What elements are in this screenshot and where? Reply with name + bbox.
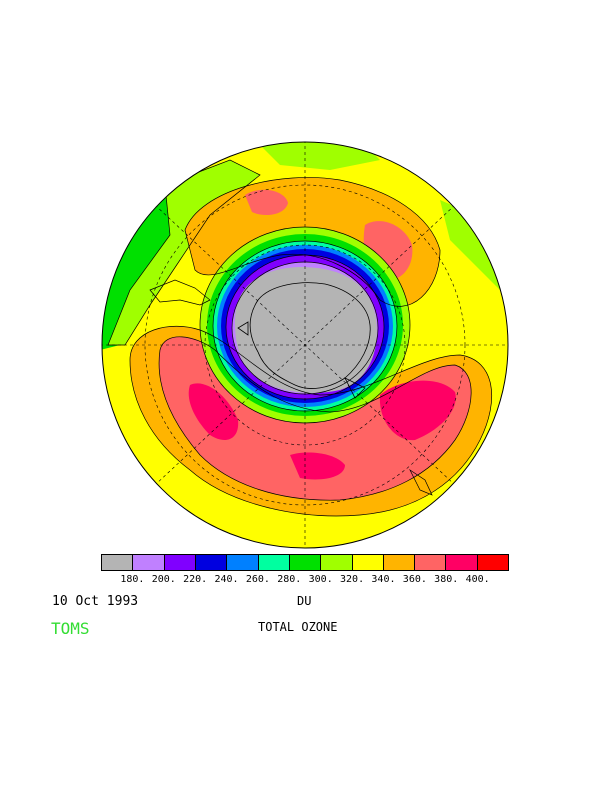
date-label: 10 Oct 1993	[52, 594, 139, 609]
legend-swatch	[415, 555, 447, 570]
green-region-north	[255, 142, 380, 170]
legend-tick-label: 240.	[214, 574, 239, 585]
legend-swatch	[477, 555, 509, 570]
antarctica-coastline	[237, 282, 371, 399]
crimson-max-southeast	[379, 380, 456, 441]
legend-swatch	[195, 555, 228, 570]
legend-swatch	[227, 555, 259, 570]
legend-swatch	[289, 555, 322, 570]
legend-tick-label: 300.	[308, 574, 333, 585]
legend-swatch	[133, 555, 165, 570]
product-title: TOTAL OZONE	[258, 620, 338, 634]
legend-swatch	[258, 555, 290, 570]
legend-tick-label: 220.	[183, 574, 208, 585]
ozone-hole	[235, 267, 377, 393]
graticule	[102, 142, 508, 548]
brand-label: TOMS	[51, 619, 90, 638]
salmon-high-north	[245, 189, 288, 215]
map-border	[101, 141, 509, 549]
legend-swatch	[102, 555, 134, 570]
legend-tick-label: 200.	[151, 574, 176, 585]
legend-tick-label: 320.	[340, 574, 365, 585]
crimson-max-southwest	[188, 383, 239, 440]
new-zealand-coastline	[409, 468, 433, 496]
contour-lines	[107, 159, 493, 517]
color-legend	[101, 554, 509, 571]
legend-tick-label: 360.	[402, 574, 427, 585]
yellowgreen-region-west	[108, 160, 260, 345]
legend-swatch	[321, 555, 353, 570]
legend-tick-label: 340.	[371, 574, 396, 585]
legend-tick-label: 380.	[434, 574, 459, 585]
south-america-coastline	[149, 279, 211, 306]
legend-tick-label: 280.	[277, 574, 302, 585]
legend-tick-label: 180.	[120, 574, 145, 585]
legend-tick-label: 400.	[465, 574, 490, 585]
legend-swatch	[383, 555, 416, 570]
unit-label: DU	[297, 594, 312, 608]
legend-swatch	[446, 555, 478, 570]
legend-swatch	[164, 555, 196, 570]
ozone-field	[102, 142, 508, 548]
crimson-max-south	[290, 452, 345, 480]
legend-swatch	[352, 555, 384, 570]
legend-tick-label: 260.	[245, 574, 270, 585]
